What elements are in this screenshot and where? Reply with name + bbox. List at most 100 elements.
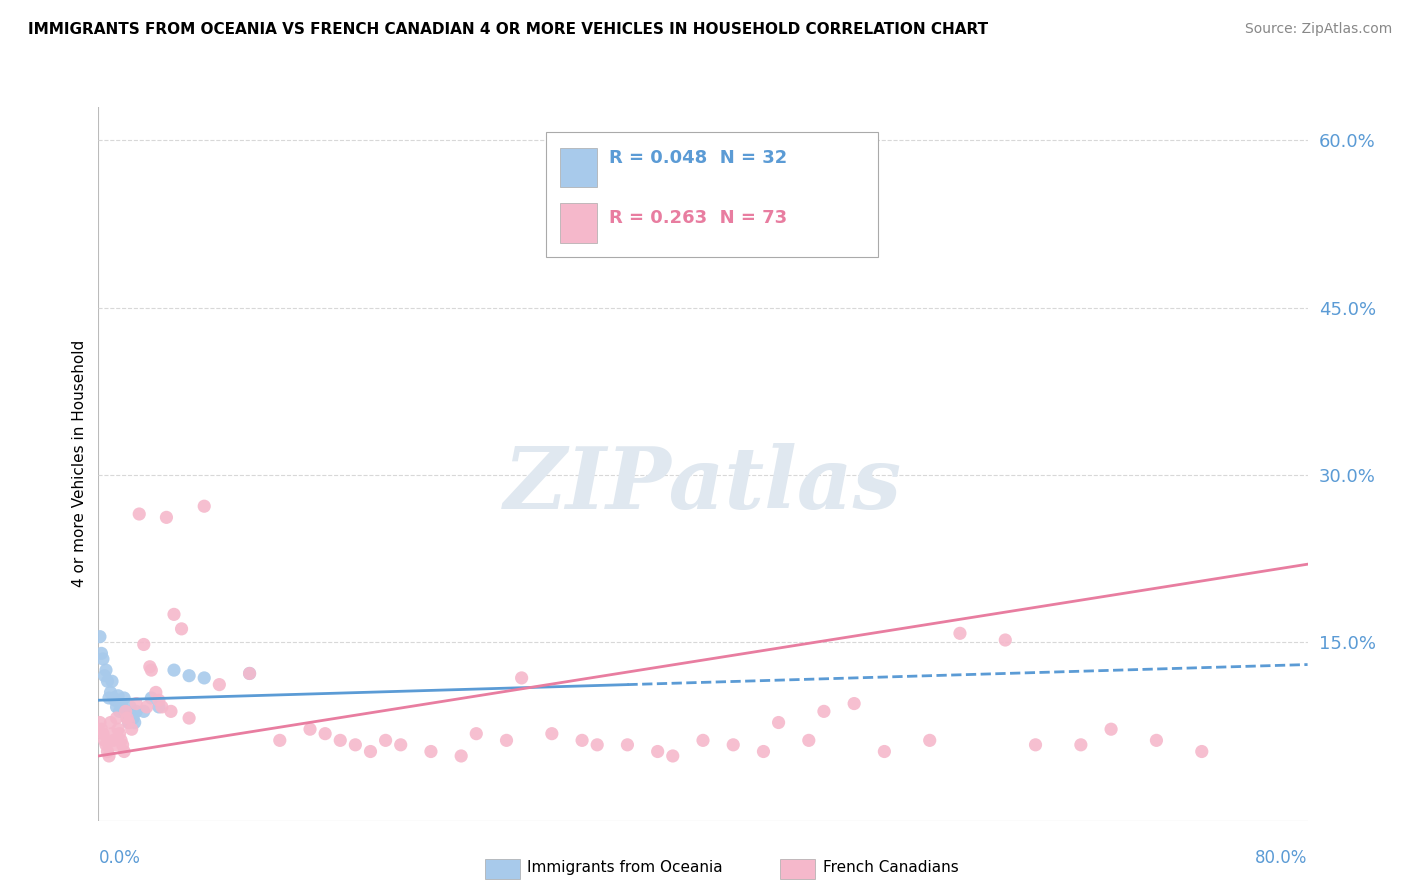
Y-axis label: 4 or more Vehicles in Household: 4 or more Vehicles in Household [72,340,87,588]
Point [813,705,835,719]
Point [105,699,128,714]
Point [90,646,112,660]
Point [1099,723,1122,737]
Point [101,674,124,689]
Point [994,633,1017,648]
Point [193,671,215,685]
Point [100,715,122,730]
Point [141,663,163,677]
Point [115,711,138,725]
Point [299,723,322,737]
Point [616,738,638,752]
FancyBboxPatch shape [546,132,879,257]
Point [90,723,112,737]
Point [465,726,488,740]
Point [115,711,138,725]
Text: 80.0%: 80.0% [1256,848,1308,866]
Point [360,744,382,758]
Point [100,685,122,699]
Point [179,669,201,683]
Point [768,715,790,730]
Point [101,726,124,740]
Point [918,733,941,747]
Point [571,733,593,747]
Point [752,744,775,758]
Point [107,689,129,703]
Point [1191,744,1213,758]
Point [110,733,132,747]
Point [104,738,127,752]
Point [145,685,167,699]
Point [122,711,145,725]
Point [208,678,231,692]
Point [141,690,163,705]
Point [949,626,972,640]
Point [124,715,146,730]
Text: Source: ZipAtlas.com: Source: ZipAtlas.com [1244,22,1392,37]
Point [139,660,162,674]
Point [374,733,396,747]
Point [132,705,155,719]
Point [114,705,136,719]
Point [112,744,135,758]
Point [98,749,121,764]
Point [93,669,115,683]
Point [495,733,517,747]
Point [112,690,135,705]
Point [94,663,117,677]
Point [103,733,125,747]
Point [647,744,669,758]
Point [155,510,177,524]
Point [89,715,111,730]
Point [692,733,714,747]
Point [269,733,291,747]
Point [94,738,117,752]
Point [1070,738,1092,752]
Point [239,666,262,681]
Point [170,622,193,636]
Point [193,500,215,514]
Point [105,711,128,725]
Point [111,702,134,716]
Point [118,715,141,730]
Text: 0.0%: 0.0% [98,848,141,866]
Point [128,507,150,521]
Point [93,733,115,747]
Point [344,738,367,752]
Text: IMMIGRANTS FROM OCEANIA VS FRENCH CANADIAN 4 OR MORE VEHICLES IN HOUSEHOLD CORRE: IMMIGRANTS FROM OCEANIA VS FRENCH CANADI… [28,22,988,37]
Point [1144,733,1167,747]
Point [179,711,201,725]
Text: Immigrants from Oceania: Immigrants from Oceania [527,860,723,874]
Text: ZIPatlas: ZIPatlas [503,443,903,527]
Point [96,744,118,758]
Point [420,744,443,758]
Text: R = 0.048  N = 32: R = 0.048 N = 32 [609,150,787,168]
Point [150,699,173,714]
Point [540,726,562,740]
Point [389,738,412,752]
FancyBboxPatch shape [561,148,596,187]
Point [98,690,121,705]
Text: R = 0.263  N = 73: R = 0.263 N = 73 [609,209,787,227]
Point [163,607,186,622]
Point [873,744,896,758]
Point [91,652,114,666]
Point [111,738,134,752]
Point [120,699,142,714]
Point [1024,738,1046,752]
Text: French Canadians: French Canadians [823,860,959,874]
Point [104,693,127,707]
Point [662,749,685,764]
Point [121,723,143,737]
Point [148,699,170,714]
Point [110,697,132,711]
Point [160,705,183,719]
Point [163,663,186,677]
Point [103,690,125,705]
Point [450,749,472,764]
Point [118,715,141,730]
Point [89,630,111,644]
Point [125,705,148,719]
Point [114,705,136,719]
Point [586,738,609,752]
